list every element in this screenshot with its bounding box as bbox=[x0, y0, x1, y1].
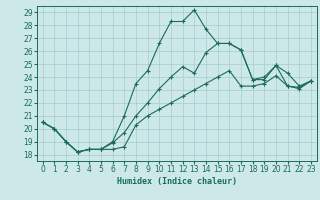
X-axis label: Humidex (Indice chaleur): Humidex (Indice chaleur) bbox=[117, 177, 237, 186]
